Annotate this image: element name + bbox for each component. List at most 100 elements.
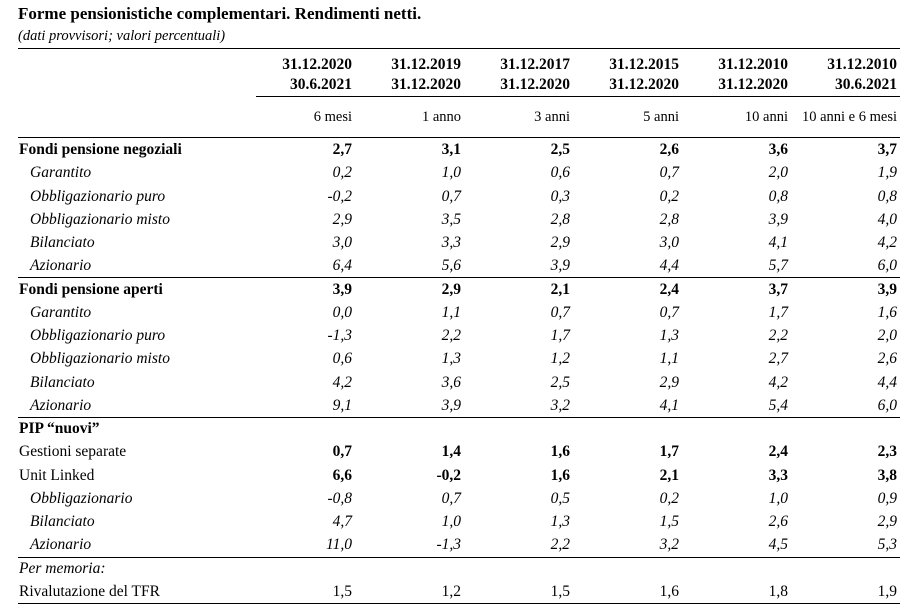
cell-value: 0,7 (550, 303, 570, 321)
row-label: Bilanciato (30, 513, 95, 530)
rule (18, 557, 900, 558)
column-to: 30.6.2021 (835, 76, 897, 93)
cell-value: 2,3 (877, 443, 897, 461)
column-to: 31.12.2020 (500, 76, 570, 93)
row-label: Per memoria: (19, 559, 106, 577)
column-period: 10 anni (744, 109, 788, 125)
cell-value: 2,7 (768, 350, 788, 368)
cell-value: 1,9 (877, 164, 897, 182)
cell-value: 1,0 (441, 513, 461, 530)
cell-value: -0,2 (436, 466, 461, 484)
row-label: Gestioni separate (19, 443, 127, 461)
cell-value: 4,0 (877, 210, 897, 228)
cell-value: 1,0 (441, 164, 461, 182)
cell-value: 2,8 (659, 210, 679, 228)
cell-value: 1,1 (659, 350, 679, 368)
cell-value: 4,2 (768, 373, 788, 391)
cell-value: 1,7 (550, 327, 570, 344)
cell-value: 0,8 (877, 187, 897, 205)
cell-value: 2,9 (550, 234, 570, 251)
row-label: Obbligazionario puro (30, 187, 166, 205)
cell-value: 1,2 (550, 350, 570, 368)
column-from: 31.12.2019 (391, 56, 461, 73)
column-to: 31.12.2020 (391, 76, 461, 93)
cell-value: 1,7 (659, 443, 679, 461)
cell-value: 0,7 (441, 187, 461, 205)
row-label: PIP “nuovi” (19, 420, 100, 437)
cell-value: 3,0 (332, 234, 352, 251)
cell-value: 1,0 (768, 489, 788, 507)
cell-value: 0,6 (332, 350, 352, 368)
cell-value: 0,2 (659, 187, 679, 205)
column-period: 6 mesi (313, 109, 352, 125)
cell-value: 4,5 (768, 536, 788, 554)
column-period: 3 anni (534, 109, 570, 125)
row-label: Garantito (30, 303, 92, 321)
subtitle: (dati provvisori; valori percentuali) (18, 28, 226, 44)
row-label: Bilanciato (30, 373, 95, 391)
cell-value: 0,8 (768, 187, 788, 205)
row-label: Obbligazionario misto (30, 210, 170, 228)
column-to: 31.12.2020 (609, 76, 679, 93)
cell-value: 2,1 (550, 280, 570, 298)
cell-value: 3,7 (877, 141, 897, 158)
cell-value: 3,5 (441, 210, 461, 228)
rule (18, 603, 900, 604)
cell-value: 3,2 (659, 536, 679, 554)
cell-value: 2,9 (441, 280, 461, 298)
cell-value: 2,6 (768, 513, 788, 530)
cell-value: 4,4 (659, 257, 679, 275)
column-period: 1 anno (421, 109, 461, 125)
cell-value: 3,3 (768, 466, 788, 484)
row-label: Fondi pensione aperti (19, 280, 163, 298)
cell-value: 1,5 (550, 582, 570, 600)
cell-value: 0,0 (332, 303, 352, 321)
cell-value: -1,3 (327, 327, 352, 344)
rule (18, 277, 900, 278)
cell-value: 1,1 (441, 303, 461, 321)
cell-value: 0,2 (659, 489, 679, 507)
cell-value: 2,2 (768, 327, 788, 344)
cell-value: 2,2 (550, 536, 570, 554)
cell-value: 1,3 (659, 327, 679, 344)
cell-value: 5,7 (768, 257, 788, 275)
cell-value: 3,7 (768, 280, 788, 298)
cell-value: 4,2 (332, 373, 352, 391)
cell-value: 1,6 (550, 466, 570, 484)
cell-value: 3,9 (441, 396, 461, 414)
row-label: Obbligazionario puro (30, 327, 166, 344)
cell-value: 4,1 (768, 234, 788, 251)
cell-value: 2,2 (441, 327, 461, 344)
cell-value: 0,7 (659, 164, 679, 182)
cell-value: 2,6 (877, 350, 897, 368)
rule (256, 96, 900, 97)
cell-value: 5,4 (768, 396, 788, 414)
cell-value: 5,3 (877, 536, 897, 554)
cell-value: 1,6 (877, 303, 897, 321)
cell-value: 2,0 (877, 327, 897, 344)
cell-value: 0,7 (659, 303, 679, 321)
cell-value: 1,6 (659, 582, 679, 600)
column-from: 31.12.2017 (500, 56, 570, 73)
column-to: 30.6.2021 (290, 76, 352, 93)
rule (18, 48, 900, 49)
cell-value: 3,2 (550, 396, 570, 414)
cell-value: 0,9 (877, 489, 897, 507)
cell-value: 2,8 (550, 210, 570, 228)
column-from: 31.12.2020 (282, 56, 352, 73)
cell-value: 3,1 (441, 141, 461, 158)
row-label: Obbligazionario (30, 489, 133, 507)
cell-value: 0,3 (550, 187, 570, 205)
cell-value: 0,6 (550, 164, 570, 182)
cell-value: 1,3 (550, 513, 570, 530)
cell-value: 3,8 (877, 466, 897, 484)
cell-value: 6,6 (332, 466, 352, 484)
column-period: 5 anni (643, 109, 679, 125)
row-label: Obbligazionario misto (30, 350, 170, 368)
column-period: 10 anni e 6 mesi (801, 109, 897, 125)
cell-value: 3,9 (768, 210, 788, 228)
cell-value: 3,9 (332, 280, 352, 298)
row-label: Bilanciato (30, 234, 95, 251)
cell-value: 1,7 (768, 303, 788, 321)
cell-value: 1,4 (441, 443, 461, 461)
